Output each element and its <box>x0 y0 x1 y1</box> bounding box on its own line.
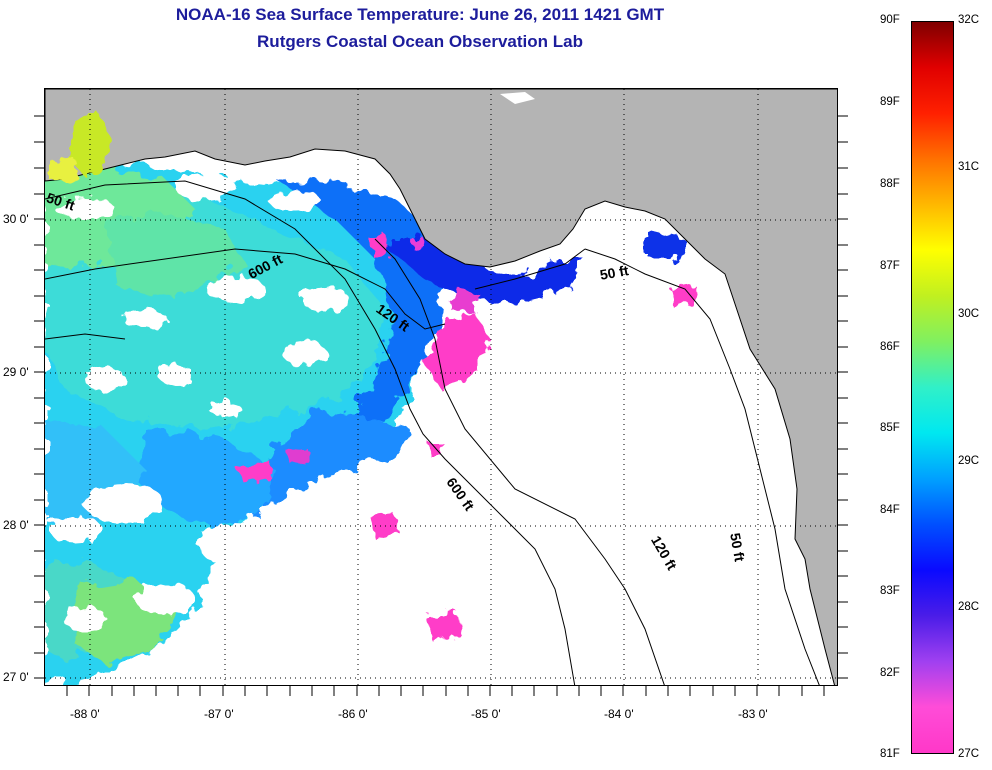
colorbar-label-f: 81F <box>880 748 900 760</box>
x-tick-label: -83 0' <box>738 707 768 721</box>
colorbar-label-c: 32C <box>958 14 980 26</box>
colorbar-label-c: 28C <box>958 601 980 613</box>
temperature-colorbar <box>911 21 954 754</box>
colorbar-label-c: 31C <box>958 161 980 173</box>
colorbar-label-c: 27C <box>958 748 980 760</box>
nw-warm-bay <box>50 114 110 181</box>
bathymetry-contours <box>45 180 820 685</box>
title-line-2: Rutgers Coastal Ocean Observation Lab <box>257 32 583 51</box>
x-tick-label: -87 0' <box>204 707 234 721</box>
colorbar-label-f: 83F <box>880 585 900 597</box>
x-tick-label: -85 0' <box>471 707 501 721</box>
x-tick-label: -86 0' <box>338 707 368 721</box>
title-line-1: NOAA-16 Sea Surface Temperature: June 26… <box>175 5 665 24</box>
sst-map-canvas <box>45 89 837 685</box>
colorbar-label-f: 86F <box>880 341 900 353</box>
y-tick-label: 27 0' <box>3 670 29 684</box>
lake <box>500 92 535 104</box>
colorbar-label-f: 85F <box>880 422 900 434</box>
y-tick-label: 29 0' <box>3 365 29 379</box>
colorbar-label-f: 88F <box>880 178 900 190</box>
colorbar-label-c: 29C <box>958 455 980 467</box>
colorbar-label-f: 87F <box>880 260 900 272</box>
x-tick-label: -84 0' <box>604 707 634 721</box>
sst-map: 50 ft 600 ft 120 ft 50 ft 600 ft 120 ft … <box>44 88 838 686</box>
land <box>45 89 837 685</box>
x-tick-label: -88 0' <box>70 707 100 721</box>
y-tick-label: 30 0' <box>3 212 29 226</box>
colorbar-label-f: 84F <box>880 504 900 516</box>
colorbar-label-f: 90F <box>880 14 900 26</box>
colorbar-label-f: 89F <box>880 96 900 108</box>
y-tick-label: 28 0' <box>3 518 29 532</box>
colorbar-label-f: 82F <box>880 667 900 679</box>
cloud-patches <box>49 173 393 661</box>
colorbar-label-c: 30C <box>958 308 980 320</box>
sst-cool-patches <box>235 234 695 644</box>
